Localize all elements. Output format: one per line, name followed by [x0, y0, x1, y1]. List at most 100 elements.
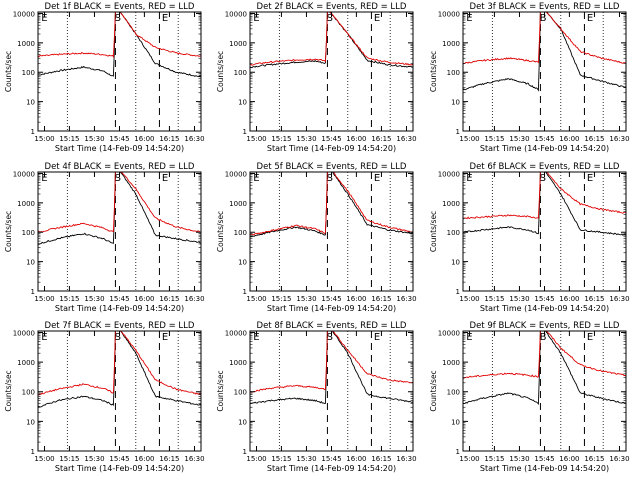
- y-tick-label: 1000: [229, 200, 247, 208]
- region-marker-label: S: [115, 173, 121, 184]
- y-tick-label: 1000: [229, 40, 247, 48]
- y-tick-label: 1000: [229, 359, 247, 367]
- y-tick-label: 1: [243, 448, 247, 456]
- y-tick-label: 100: [234, 389, 247, 397]
- x-axis-label: Start Time (14-Feb-09 14:54:20): [267, 464, 396, 473]
- x-tick-label: 15:00: [34, 455, 54, 463]
- x-tick-label: 15:15: [59, 135, 79, 143]
- x-axis-label: Start Time (14-Feb-09 14:54:20): [480, 144, 609, 153]
- x-tick-label: 15:00: [459, 295, 479, 303]
- plot-frame: [249, 330, 414, 452]
- region-marker-label: E: [466, 332, 472, 343]
- series-line-events: [463, 172, 626, 236]
- region-marker-label: S: [540, 173, 546, 184]
- region-marker-label: E: [587, 13, 593, 24]
- series-line-events: [250, 172, 413, 238]
- series-line-lld: [463, 172, 626, 220]
- y-axis-label: Counts/sec: [216, 370, 225, 411]
- y-tick-label: 100: [447, 389, 460, 397]
- region-marker-label: E: [162, 173, 168, 184]
- series-line-lld: [38, 172, 201, 233]
- x-tick-label: 16:00: [559, 295, 579, 303]
- x-axis-label: Start Time (14-Feb-09 14:54:20): [267, 304, 396, 313]
- x-tick-label: 15:30: [84, 135, 104, 143]
- y-tick-label: 10000: [438, 10, 460, 18]
- x-tick-label: 16:15: [159, 295, 179, 303]
- x-tick-label: 16:30: [184, 135, 204, 143]
- series-line-events: [463, 331, 626, 406]
- region-marker-label: S: [115, 13, 121, 24]
- x-tick-label: 16:00: [134, 455, 154, 463]
- x-tick-label: 15:15: [271, 135, 291, 143]
- y-tick-label: 10000: [13, 329, 35, 337]
- y-tick-label: 100: [447, 69, 460, 77]
- plot-area: [38, 172, 201, 245]
- x-tick-label: 15:15: [484, 455, 504, 463]
- plot-frame: [37, 11, 202, 132]
- x-tick-label: 15:45: [321, 295, 341, 303]
- x-tick-label: 16:00: [134, 135, 154, 143]
- chart-title: Det 5f BLACK = Events, RED = LLD: [257, 162, 407, 172]
- series-line-lld: [250, 331, 413, 393]
- y-axis-label: Counts/sec: [4, 51, 13, 92]
- x-tick-label: 15:00: [246, 295, 266, 303]
- plot-area: [38, 12, 201, 78]
- x-tick-label: 16:15: [584, 295, 604, 303]
- region-marker-label: E: [374, 13, 380, 24]
- y-tick-label: 10: [26, 259, 35, 267]
- x-tick-label: 16:15: [371, 295, 391, 303]
- x-tick-label: 15:15: [59, 455, 79, 463]
- x-tick-label: 15:30: [296, 455, 316, 463]
- x-axis-label: Start Time (14-Feb-09 14:54:20): [55, 464, 184, 473]
- region-marker-label: E: [253, 332, 259, 343]
- y-tick-label: 1000: [442, 40, 460, 48]
- y-tick-label: 10: [451, 259, 460, 267]
- plot-frame: [462, 171, 627, 292]
- x-tick-label: 15:45: [321, 455, 341, 463]
- y-axis-label: Counts/sec: [429, 370, 438, 411]
- y-tick-label: 1: [243, 128, 247, 136]
- plot-frame: [37, 330, 202, 452]
- y-tick-label: 1000: [17, 40, 35, 48]
- region-marker-label: E: [41, 173, 47, 184]
- y-tick-label: 10000: [13, 10, 35, 18]
- region-marker-label: S: [327, 332, 333, 343]
- x-tick-label: 15:45: [534, 455, 554, 463]
- x-axis-label: Start Time (14-Feb-09 14:54:20): [267, 144, 396, 153]
- x-tick-label: 15:15: [271, 295, 291, 303]
- chart-title: Det 3f BLACK = Events, RED = LLD: [470, 2, 620, 12]
- x-tick-label: 15:00: [459, 455, 479, 463]
- x-axis-label: Start Time (14-Feb-09 14:54:20): [55, 304, 184, 313]
- x-tick-label: 16:15: [584, 455, 604, 463]
- x-tick-label: 16:15: [584, 135, 604, 143]
- plot-area: [250, 172, 413, 238]
- y-tick-label: 10: [238, 99, 247, 107]
- plot-area: [463, 12, 626, 92]
- series-line-lld: [250, 172, 413, 236]
- y-tick-label: 100: [447, 229, 460, 237]
- y-tick-label: 1000: [442, 359, 460, 367]
- series-line-events: [250, 331, 413, 404]
- series-line-events: [38, 172, 201, 245]
- region-marker-label: E: [253, 173, 259, 184]
- region-marker-label: S: [327, 173, 333, 184]
- x-tick-label: 16:30: [609, 295, 629, 303]
- x-tick-label: 16:00: [346, 295, 366, 303]
- region-marker-label: B: [540, 332, 547, 343]
- x-tick-label: 15:00: [34, 135, 54, 143]
- y-tick-label: 1: [243, 288, 247, 296]
- region-marker-label: E: [374, 173, 380, 184]
- y-tick-label: 1: [456, 448, 460, 456]
- x-tick-label: 15:45: [534, 295, 554, 303]
- x-tick-label: 16:30: [396, 295, 416, 303]
- region-marker-label: E: [41, 332, 47, 343]
- region-marker-label: S: [327, 13, 333, 24]
- y-tick-label: 10: [26, 418, 35, 426]
- x-tick-label: 15:00: [34, 295, 54, 303]
- x-tick-label: 16:15: [371, 135, 391, 143]
- y-axis-label: Counts/sec: [4, 370, 13, 411]
- x-tick-label: 15:45: [534, 135, 554, 143]
